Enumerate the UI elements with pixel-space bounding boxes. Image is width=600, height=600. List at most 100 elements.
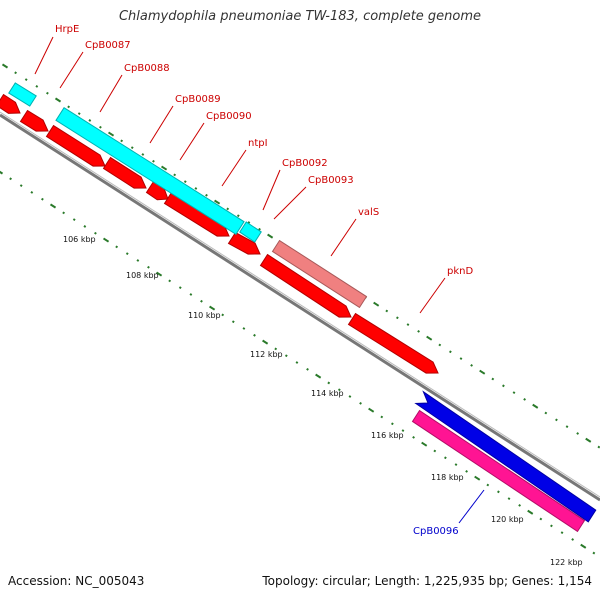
minor-tick: [565, 425, 569, 429]
label-leader-line: [99, 74, 123, 113]
minor-tick: [438, 343, 442, 347]
minor-tick: [327, 381, 331, 385]
major-tick: [49, 203, 57, 209]
minor-tick: [67, 105, 71, 109]
gene-label: CpB0089: [175, 94, 221, 105]
minor-tick: [136, 259, 140, 262]
rna-feature: [8, 82, 37, 107]
genome-backbone: [0, 113, 600, 502]
gene-label: HrpE: [55, 24, 79, 35]
label-leader-line: [34, 36, 54, 75]
tick-label: 116 kbp: [371, 431, 404, 440]
minor-tick: [449, 350, 452, 354]
pink-feature: [411, 409, 586, 533]
gene-label: valS: [358, 207, 379, 218]
major-tick: [156, 271, 163, 277]
minor-tick: [385, 309, 389, 313]
major-tick: [315, 373, 322, 379]
gene-label: pknD: [447, 266, 473, 277]
major-tick: [107, 131, 115, 137]
minor-tick: [337, 388, 341, 392]
minor-tick: [200, 299, 203, 303]
minor-tick: [173, 173, 177, 177]
major-tick: [426, 335, 433, 341]
minor-tick: [539, 517, 543, 521]
major-tick: [373, 301, 380, 307]
minor-tick: [130, 146, 134, 150]
minor-tick: [576, 432, 580, 435]
minor-tick: [88, 119, 92, 122]
major-tick: [214, 199, 221, 205]
map-title: Chlamydophila pneumoniae TW-183, complet…: [118, 9, 482, 24]
minor-tick: [46, 91, 49, 95]
major-tick: [262, 339, 269, 345]
gene-label: CpB0090: [206, 111, 252, 122]
rna-feature: [239, 221, 262, 243]
minor-tick: [141, 153, 145, 156]
minor-tick: [120, 139, 124, 143]
minor-tick: [523, 398, 527, 401]
minor-tick: [560, 531, 564, 535]
minor-tick: [226, 207, 230, 211]
gene-labels: HrpE CpB0087 CpB0088 CpB0089 CpB0090 ntpI CpB0…: [55, 24, 473, 537]
minor-tick: [518, 504, 522, 507]
minor-tick: [24, 78, 28, 81]
minor-tick: [30, 191, 34, 194]
tick-label: 118 kbp: [431, 473, 464, 482]
reverse-cds-arrow: [163, 191, 230, 237]
minor-tick: [491, 377, 495, 381]
minor-tick: [459, 357, 463, 360]
minor-tick: [359, 401, 362, 405]
gene-label: CpB0087: [85, 40, 131, 51]
forward-cds-arrow: [414, 390, 597, 523]
minor-tick: [72, 218, 76, 222]
minor-tick: [19, 184, 23, 187]
major-tick: [421, 441, 428, 447]
label-leader-line: [458, 489, 485, 524]
minor-tick: [77, 112, 81, 116]
tick-label: 108 kbp: [126, 271, 159, 280]
label-leader-line: [179, 122, 205, 161]
tick-label: 110 kbp: [188, 311, 221, 320]
reverse-cds-arrow: [102, 156, 147, 189]
minor-tick: [14, 71, 17, 75]
minor-tick: [274, 347, 278, 351]
major-tick: [1, 63, 9, 69]
major-tick: [585, 437, 592, 443]
minor-tick: [231, 320, 235, 324]
gene-label: ntpI: [248, 138, 268, 149]
minor-tick: [348, 395, 352, 398]
minor-tick: [465, 470, 468, 473]
salmon-feature: [271, 239, 368, 309]
major-tick: [209, 305, 216, 311]
minor-tick: [502, 384, 505, 388]
minor-tick: [284, 354, 288, 358]
minor-tick: [454, 463, 458, 466]
label-leader-line: [149, 105, 174, 144]
minor-tick: [550, 524, 553, 528]
minor-tick: [247, 221, 251, 224]
minor-tick: [507, 497, 511, 501]
reverse-cds-arrow: [347, 312, 439, 374]
minor-tick: [194, 187, 198, 190]
major-tick: [532, 403, 539, 409]
tick-label: 120 kbp: [491, 515, 524, 524]
minor-tick: [544, 411, 548, 415]
tick-label: 106 kbp: [63, 235, 96, 244]
minor-tick: [147, 265, 150, 269]
genome-backbone-highlight: [0, 111, 600, 498]
minor-tick: [168, 279, 172, 283]
rna-feature: [55, 106, 245, 236]
gene-label: CpB0092: [282, 158, 328, 169]
minor-tick: [295, 361, 299, 364]
major-tick: [474, 475, 481, 481]
minor-tick: [178, 286, 182, 290]
tick-labels: 106 kbp 108 kbp 110 kbp 112 kbp 114 kbp 116 k…: [63, 235, 583, 567]
minor-tick: [401, 429, 405, 432]
minor-tick: [571, 538, 575, 541]
minor-tick: [306, 367, 309, 371]
major-tick: [0, 170, 4, 175]
minor-tick: [433, 449, 437, 453]
minor-tick: [41, 197, 44, 201]
